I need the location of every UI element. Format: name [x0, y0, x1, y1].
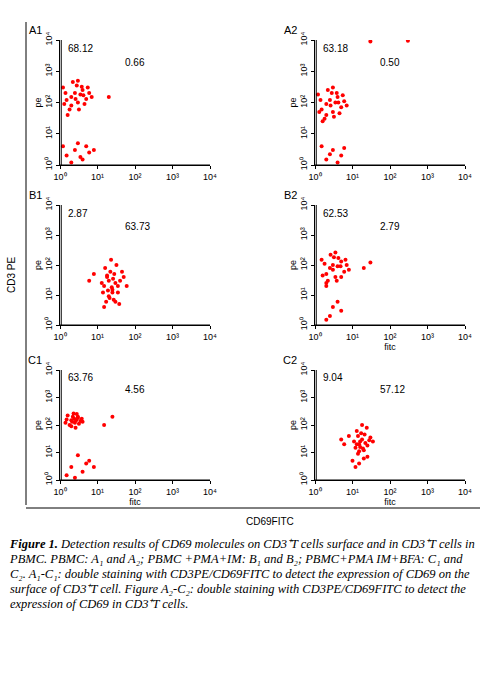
svg-text:10³: 10³ [421, 332, 434, 342]
svg-text:10⁴: 10⁴ [299, 32, 309, 46]
svg-text:10²: 10² [128, 487, 141, 497]
svg-text:B1: B1 [29, 189, 42, 201]
svg-text:10⁴: 10⁴ [299, 197, 309, 211]
svg-text:10¹: 10¹ [346, 172, 359, 182]
svg-text:10⁰: 10⁰ [299, 157, 309, 170]
svg-text:62.53: 62.53 [323, 208, 348, 219]
svg-text:10⁴: 10⁴ [44, 362, 54, 376]
svg-text:10²: 10² [299, 95, 309, 108]
svg-text:10⁴: 10⁴ [44, 32, 54, 46]
svg-text:fitc: fitc [384, 497, 396, 507]
svg-text:10¹: 10¹ [299, 287, 309, 300]
svg-text:10²: 10² [44, 257, 54, 270]
svg-text:pe: pe [288, 260, 298, 270]
svg-text:10³: 10³ [421, 487, 434, 497]
svg-text:10³: 10³ [299, 390, 309, 403]
svg-text:10⁴: 10⁴ [203, 487, 217, 497]
svg-text:10¹: 10¹ [346, 487, 359, 497]
svg-text:10⁴: 10⁴ [299, 362, 309, 376]
svg-text:0.66: 0.66 [125, 57, 145, 68]
svg-text:10⁰: 10⁰ [299, 317, 309, 330]
svg-text:10²: 10² [128, 172, 141, 182]
svg-text:fitc: fitc [129, 497, 141, 507]
svg-text:57.12: 57.12 [380, 384, 405, 395]
svg-text:CD3 PE: CD3 PE [6, 257, 17, 293]
svg-text:10³: 10³ [44, 63, 54, 76]
svg-text:B2: B2 [284, 189, 297, 201]
svg-text:10⁰: 10⁰ [44, 317, 54, 330]
svg-text:10⁰: 10⁰ [53, 332, 66, 342]
svg-text:10¹: 10¹ [44, 445, 54, 458]
svg-text:10¹: 10¹ [91, 332, 104, 342]
svg-text:10⁴: 10⁴ [458, 172, 472, 182]
html-text:Figure 1. Detection results of: Figure 1. Detection results of CD69 mole… [10, 537, 475, 611]
svg-text:4.56: 4.56 [125, 384, 145, 395]
svg-text:10²: 10² [299, 417, 309, 430]
svg-text:pe: pe [33, 420, 43, 430]
svg-text:2.79: 2.79 [380, 221, 400, 232]
svg-text:10⁰: 10⁰ [44, 472, 54, 485]
svg-text:10⁰: 10⁰ [53, 172, 66, 182]
svg-text:10⁰: 10⁰ [53, 487, 66, 497]
svg-text:10³: 10³ [421, 172, 434, 182]
svg-text:10³: 10³ [166, 487, 179, 497]
svg-text:2.87: 2.87 [68, 208, 88, 219]
svg-text:10³: 10³ [166, 172, 179, 182]
svg-text:10³: 10³ [299, 63, 309, 76]
svg-text:10¹: 10¹ [91, 172, 104, 182]
svg-text:10⁰: 10⁰ [308, 332, 321, 342]
svg-text:10²: 10² [383, 487, 396, 497]
svg-text:10²: 10² [44, 95, 54, 108]
svg-text:C1: C1 [28, 354, 42, 366]
svg-text:10⁰: 10⁰ [44, 157, 54, 170]
svg-text:10⁴: 10⁴ [458, 332, 472, 342]
svg-text:10³: 10³ [166, 332, 179, 342]
svg-text:10¹: 10¹ [44, 126, 54, 139]
svg-text:10⁴: 10⁴ [203, 332, 217, 342]
svg-text:10⁰: 10⁰ [308, 487, 321, 497]
svg-text:10⁴: 10⁴ [44, 197, 54, 211]
svg-text:10²: 10² [383, 172, 396, 182]
svg-text:10³: 10³ [299, 227, 309, 240]
svg-text:10¹: 10¹ [299, 445, 309, 458]
svg-text:pe: pe [33, 260, 43, 270]
svg-text:63.18: 63.18 [323, 43, 348, 54]
svg-text:10¹: 10¹ [91, 487, 104, 497]
svg-text:10⁰: 10⁰ [308, 172, 321, 182]
svg-text:CD69FITC: CD69FITC [246, 516, 294, 527]
svg-text:68.12: 68.12 [68, 43, 93, 54]
svg-text:C2: C2 [283, 354, 297, 366]
svg-text:10²: 10² [44, 417, 54, 430]
svg-text:10²: 10² [383, 332, 396, 342]
svg-text:10²: 10² [128, 332, 141, 342]
svg-text:pe: pe [288, 420, 298, 430]
svg-text:10⁴: 10⁴ [203, 172, 217, 182]
svg-text:10¹: 10¹ [299, 126, 309, 139]
svg-text:10²: 10² [299, 257, 309, 270]
svg-text:10⁰: 10⁰ [299, 472, 309, 485]
svg-text:0.50: 0.50 [380, 57, 400, 68]
svg-text:63.76: 63.76 [68, 372, 93, 383]
svg-text:10³: 10³ [44, 227, 54, 240]
svg-text:10³: 10³ [44, 390, 54, 403]
svg-text:pe: pe [33, 97, 43, 107]
svg-text:A2: A2 [284, 24, 297, 36]
svg-text:A1: A1 [29, 24, 42, 36]
svg-text:10¹: 10¹ [44, 287, 54, 300]
svg-text:63.73: 63.73 [125, 221, 150, 232]
svg-text:pe: pe [288, 97, 298, 107]
svg-text:10¹: 10¹ [346, 332, 359, 342]
svg-text:9.04: 9.04 [323, 372, 343, 383]
svg-text:10⁴: 10⁴ [458, 487, 472, 497]
svg-text:fitc: fitc [384, 342, 396, 352]
